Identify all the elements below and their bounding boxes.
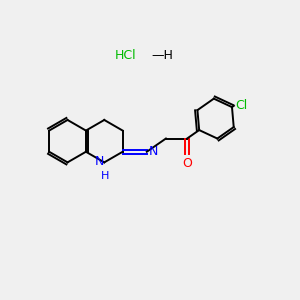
- Text: HCl: HCl: [115, 49, 136, 62]
- Text: —H: —H: [152, 49, 173, 62]
- Text: O: O: [182, 157, 192, 170]
- Text: N: N: [149, 145, 158, 158]
- Text: H: H: [101, 171, 110, 181]
- Text: N: N: [94, 155, 104, 168]
- Text: Cl: Cl: [235, 99, 247, 112]
